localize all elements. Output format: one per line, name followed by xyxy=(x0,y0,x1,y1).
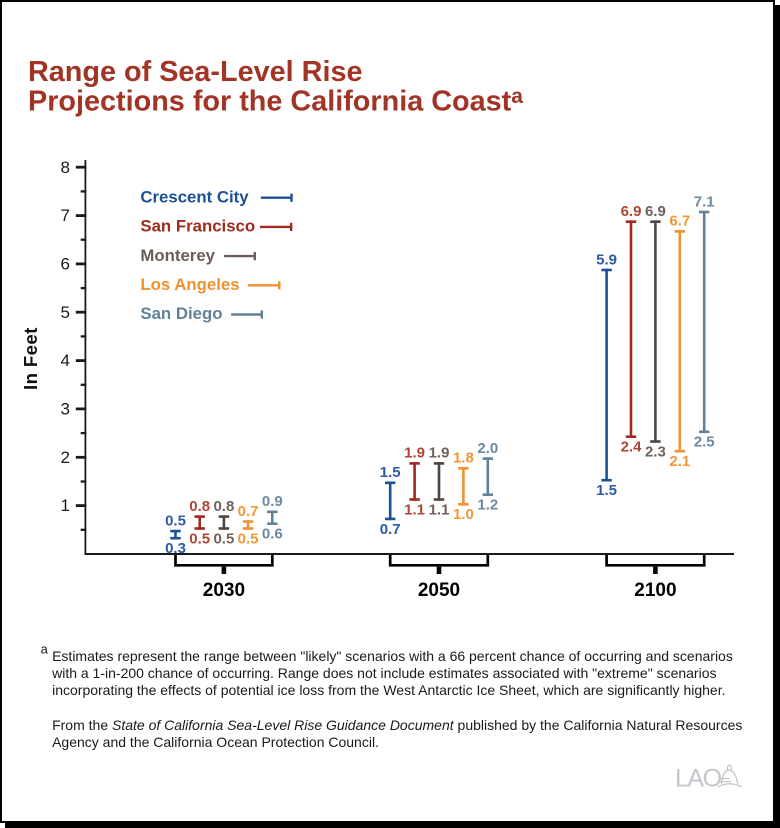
svg-text:Monterey: Monterey xyxy=(140,246,215,265)
svg-text:with a 1-in-200 chance of occu: with a 1-in-200 chance of occurring. Ran… xyxy=(51,665,716,681)
svg-text:LAO: LAO xyxy=(675,765,722,793)
svg-text:1.5: 1.5 xyxy=(596,482,617,499)
svg-text:0.5: 0.5 xyxy=(189,530,210,547)
svg-text:1.5: 1.5 xyxy=(380,464,401,481)
svg-text:0.8: 0.8 xyxy=(189,498,210,515)
svg-text:7.1: 7.1 xyxy=(694,193,715,210)
svg-text:0.5: 0.5 xyxy=(213,530,234,547)
svg-text:3: 3 xyxy=(61,400,70,419)
svg-text:Estimates represent the range: Estimates represent the range between "l… xyxy=(52,648,733,664)
svg-text:1.9: 1.9 xyxy=(404,445,425,462)
svg-text:7: 7 xyxy=(61,206,70,225)
svg-text:2.4: 2.4 xyxy=(621,439,643,456)
svg-text:0.5: 0.5 xyxy=(238,530,259,547)
svg-text:1.1: 1.1 xyxy=(404,501,425,518)
svg-text:Range of Sea-Level Rise: Range of Sea-Level Rise xyxy=(28,56,362,88)
svg-text:6.9: 6.9 xyxy=(645,203,666,220)
svg-text:8: 8 xyxy=(61,158,70,177)
svg-text:Los Angeles: Los Angeles xyxy=(140,275,239,294)
svg-text:1.2: 1.2 xyxy=(477,497,498,514)
svg-text:0.6: 0.6 xyxy=(262,526,283,543)
svg-text:0.3: 0.3 xyxy=(165,540,186,557)
svg-text:0.9: 0.9 xyxy=(262,493,283,510)
svg-text:2: 2 xyxy=(61,448,70,467)
svg-text:2030: 2030 xyxy=(203,580,245,601)
svg-text:0.7: 0.7 xyxy=(238,503,259,520)
svg-text:From the State of California S: From the State of California Sea-Level R… xyxy=(52,717,742,733)
svg-text:2100: 2100 xyxy=(634,580,676,601)
svg-text:6: 6 xyxy=(61,255,70,274)
svg-text:4: 4 xyxy=(61,351,70,370)
svg-text:5.9: 5.9 xyxy=(596,251,617,268)
svg-text:Crescent City: Crescent City xyxy=(140,187,249,206)
svg-text:a: a xyxy=(41,641,49,656)
svg-text:1.0: 1.0 xyxy=(453,506,474,523)
svg-text:1.1: 1.1 xyxy=(429,501,450,518)
svg-text:San Francisco: San Francisco xyxy=(140,217,255,236)
svg-text:2050: 2050 xyxy=(418,580,460,601)
svg-text:2.3: 2.3 xyxy=(645,443,666,460)
svg-text:Projections for the California: Projections for the California Coasta xyxy=(28,85,523,118)
svg-text:1.9: 1.9 xyxy=(429,445,450,462)
svg-text:6.7: 6.7 xyxy=(669,213,690,230)
svg-text:2.5: 2.5 xyxy=(694,434,715,451)
svg-text:0.5: 0.5 xyxy=(165,512,186,529)
svg-text:1.8: 1.8 xyxy=(453,450,474,467)
svg-text:1: 1 xyxy=(61,496,70,515)
svg-text:0.8: 0.8 xyxy=(213,498,234,515)
svg-text:2.1: 2.1 xyxy=(669,453,690,470)
svg-text:6.9: 6.9 xyxy=(621,203,642,220)
svg-text:2.0: 2.0 xyxy=(477,440,498,457)
svg-text:San Diego: San Diego xyxy=(140,304,222,323)
svg-text:5: 5 xyxy=(61,303,70,322)
svg-text:0.7: 0.7 xyxy=(380,521,401,538)
svg-text:In Feet: In Feet xyxy=(20,327,41,390)
svg-text:Agency and the California Ocea: Agency and the California Ocean Protecti… xyxy=(52,734,379,750)
svg-text:incorporating the effects of p: incorporating the effects of potential i… xyxy=(52,682,725,698)
